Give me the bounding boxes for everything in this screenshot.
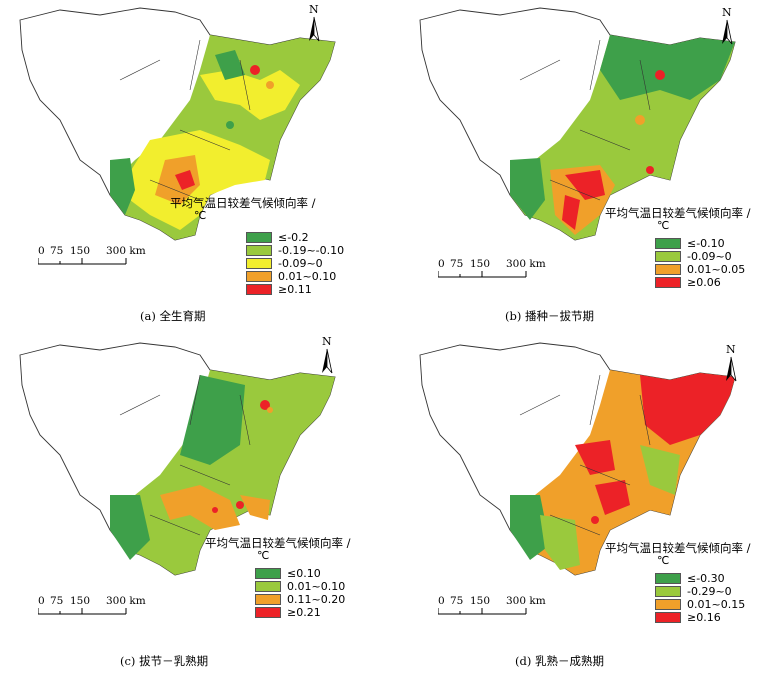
legend-item: 0.11~0.20: [255, 593, 345, 606]
legend-label: -0.09~0: [278, 257, 323, 270]
legend-label: -0.29~0: [687, 585, 732, 598]
legend-title: 平均气温日较差气候倾向率 /: [605, 206, 751, 220]
legend-swatch: [655, 586, 681, 597]
north-label: N: [309, 3, 319, 16]
legend-title: 平均气温日较差气候倾向率 /: [205, 536, 351, 550]
north-arrow: N: [305, 3, 323, 45]
legend-label: 0.11~0.20: [287, 593, 346, 606]
map-d: [419, 342, 736, 576]
legend-label: ≤-0.10: [687, 237, 725, 250]
legend-swatch: [246, 258, 272, 269]
legend-swatch: [246, 284, 272, 295]
legend-swatch: [255, 607, 281, 618]
legend-label: -0.19~-0.10: [278, 244, 345, 257]
legend-item: 0.01~0.10: [246, 270, 336, 283]
legend-item: 0.01~0.05: [655, 263, 745, 276]
legend-label: ≤0.10: [287, 567, 321, 580]
map-panel-b: N 平均气温日较差气候倾向率 / ℃ ≤-0.10 -0.09~0 0.01~0.0…: [400, 0, 780, 330]
legend-swatch: [655, 599, 681, 610]
map-a: [19, 7, 336, 241]
north-label: N: [726, 343, 736, 356]
legend-item: ≤-0.10: [655, 237, 725, 250]
legend-swatch: [655, 612, 681, 623]
legend-unit: ℃: [657, 219, 670, 232]
legend-label: 0.01~0.10: [278, 270, 337, 283]
legend-item: -0.09~0: [655, 250, 732, 263]
legend-swatch: [246, 245, 272, 256]
legend-item: ≤0.10: [255, 567, 321, 580]
legend-label: ≥0.16: [687, 611, 721, 624]
legend-label: ≥0.11: [278, 283, 312, 296]
north-arrow: N: [722, 343, 740, 385]
legend-swatch: [255, 581, 281, 592]
legend-unit: ℃: [257, 549, 270, 562]
legend-swatch: [655, 264, 681, 275]
north-arrow: N: [318, 335, 336, 377]
north-arrow-icon: [309, 16, 320, 42]
legend-label: 0.01~0.15: [687, 598, 746, 611]
north-arrow-icon: [726, 356, 737, 382]
caption-c: (c) 拔节－乳熟期: [120, 654, 209, 668]
map-c: [19, 342, 336, 576]
legend-item: ≥0.06: [655, 276, 721, 289]
legend-swatch: [655, 238, 681, 249]
legend-swatch: [246, 271, 272, 282]
legend-label: ≥0.06: [687, 276, 721, 289]
legend-swatch: [255, 594, 281, 605]
caption-a: (a) 全生育期: [140, 309, 206, 323]
legend-item: -0.29~0: [655, 585, 732, 598]
legend-swatch: [246, 232, 272, 243]
legend-label: ≤-0.30: [687, 572, 725, 585]
north-arrow-icon: [322, 348, 333, 374]
legend-swatch: [655, 251, 681, 262]
legend-item: -0.19~-0.10: [246, 244, 344, 257]
legend-label: 0.01~0.10: [287, 580, 346, 593]
legend-unit: ℃: [194, 209, 207, 222]
legend-item: ≤-0.30: [655, 572, 725, 585]
legend-item: ≥0.21: [255, 606, 321, 619]
legend-label: 0.01~0.05: [687, 263, 746, 276]
north-arrow: N: [718, 6, 736, 48]
legend-item: 0.01~0.10: [255, 580, 345, 593]
scale-bar: 0 75 150 300 km: [438, 258, 546, 278]
north-arrow-icon: [722, 19, 733, 45]
legend-item: ≤-0.2: [246, 231, 309, 244]
legend-unit: ℃: [657, 554, 670, 567]
map-panel-d: N 平均气温日较差气候倾向率 / ℃ ≤-0.30 -0.29~0 0.01~0.1…: [400, 335, 780, 668]
caption-d: (d) 乳熟－成熟期: [515, 654, 604, 668]
legend-item: ≥0.11: [246, 283, 312, 296]
legend-swatch: [655, 277, 681, 288]
legend-item: 0.01~0.15: [655, 598, 745, 611]
map-panel-c: N 平均气温日较差气候倾向率 / ℃ ≤0.10 0.01~0.10 0.11~0.…: [0, 335, 380, 668]
scale-bar: 0 75 150 300 km: [38, 245, 146, 265]
legend-title: 平均气温日较差气候倾向率 /: [170, 196, 316, 210]
legend-item: ≥0.16: [655, 611, 721, 624]
north-label: N: [722, 6, 732, 19]
legend-label: ≤-0.2: [278, 231, 309, 244]
legend-swatch: [655, 573, 681, 584]
map-panel-a: N 平均气温日较差气候倾向率 / ℃ ≤-0.2 -0.19~-0.10 -0.09…: [0, 0, 380, 330]
legend-swatch: [255, 568, 281, 579]
caption-b: (b) 播种－拔节期: [505, 309, 594, 323]
scale-bar: 0 75 150 300 km: [438, 595, 546, 615]
legend-label: ≥0.21: [287, 606, 321, 619]
scale-bar: 0 75 150 300 km: [38, 595, 146, 615]
map-b: [419, 7, 736, 241]
legend-title: 平均气温日较差气候倾向率 /: [605, 541, 751, 555]
legend-label: -0.09~0: [687, 250, 732, 263]
north-label: N: [322, 335, 332, 348]
legend-item: -0.09~0: [246, 257, 323, 270]
